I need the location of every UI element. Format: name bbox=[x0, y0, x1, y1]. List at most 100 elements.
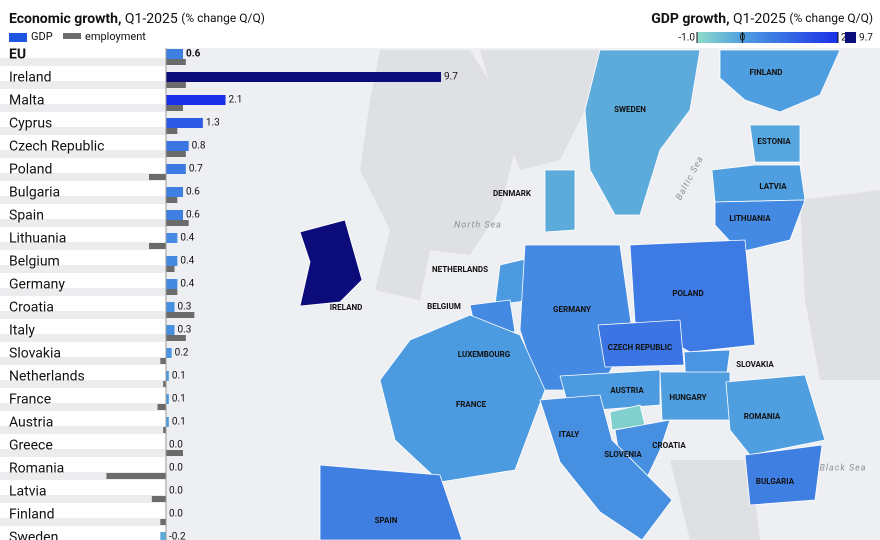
row-band bbox=[0, 518, 166, 526]
row-band bbox=[0, 81, 166, 89]
category-label: Greece bbox=[9, 438, 53, 454]
legend-label: GDP bbox=[31, 30, 53, 43]
row-band bbox=[0, 311, 166, 319]
row-band bbox=[0, 495, 166, 503]
employment-bar bbox=[166, 59, 186, 65]
employment-bar bbox=[160, 519, 166, 525]
country-label: SLOVENIA bbox=[604, 450, 642, 459]
category-label: Lithuania bbox=[9, 231, 66, 247]
row-band bbox=[0, 403, 166, 411]
employment-bar bbox=[148, 174, 166, 180]
employment-bar bbox=[166, 220, 189, 226]
employment-bar bbox=[166, 335, 186, 341]
country-label: FINLAND bbox=[750, 68, 783, 77]
category-label: Latvia bbox=[9, 484, 47, 500]
employment-bar bbox=[166, 128, 178, 134]
country-label: HUNGARY bbox=[669, 393, 706, 402]
category-label: Italy bbox=[9, 323, 35, 339]
row-band bbox=[0, 472, 166, 480]
value-label: 0.0 bbox=[169, 509, 183, 520]
row-band bbox=[0, 357, 166, 365]
value-label: 0.8 bbox=[192, 141, 206, 152]
employment-bar bbox=[166, 82, 186, 88]
country bbox=[319, 464, 463, 540]
row-band bbox=[0, 426, 166, 434]
value-label: 0.4 bbox=[180, 279, 194, 290]
gdp-bar bbox=[166, 49, 184, 59]
employment-bar bbox=[163, 381, 166, 387]
country bbox=[749, 124, 801, 163]
gdp-bar bbox=[166, 72, 441, 82]
country bbox=[725, 374, 826, 456]
country bbox=[714, 199, 806, 253]
row-band bbox=[0, 334, 166, 342]
category-label: EU bbox=[9, 47, 26, 63]
value-label: 0.0 bbox=[169, 486, 183, 497]
scale-label: -1.0 bbox=[678, 33, 695, 44]
category-label: Austria bbox=[9, 415, 53, 431]
employment-bar bbox=[157, 404, 166, 410]
row-band bbox=[0, 265, 166, 273]
unit: (% change Q/Q) bbox=[789, 11, 873, 25]
employment-bar bbox=[166, 312, 195, 318]
row-band bbox=[0, 288, 166, 296]
category-label: Croatia bbox=[9, 300, 54, 316]
row-band bbox=[0, 58, 166, 66]
value-label: 0.1 bbox=[172, 394, 186, 405]
gdp-bar bbox=[166, 164, 186, 174]
country bbox=[539, 394, 673, 540]
category-label: Poland bbox=[9, 162, 52, 178]
employment-bar bbox=[106, 473, 166, 479]
employment-bar bbox=[151, 496, 166, 502]
country-label: NETHERLANDS bbox=[432, 265, 488, 274]
value-label: 0.6 bbox=[186, 49, 201, 60]
color-bar bbox=[697, 32, 838, 43]
value-label: 0.6 bbox=[186, 187, 200, 198]
subtitle: Q1-2025 bbox=[125, 11, 178, 27]
row-band bbox=[0, 242, 166, 250]
value-label: -0.2 bbox=[169, 532, 186, 540]
land-norway bbox=[480, 50, 600, 170]
category-label: Finland bbox=[9, 507, 55, 523]
row-band bbox=[0, 449, 166, 457]
scale-label: 9.7 bbox=[859, 33, 873, 44]
value-label: 0.6 bbox=[186, 210, 200, 221]
employment-bar bbox=[166, 450, 184, 456]
category-label: Malta bbox=[9, 93, 44, 109]
employment-bar bbox=[148, 243, 166, 249]
country-label: BULGARIA bbox=[756, 477, 795, 486]
employment-bar bbox=[160, 358, 166, 364]
title: Economic growth, bbox=[9, 11, 121, 27]
gdp-bar bbox=[166, 118, 203, 128]
gdp-bar bbox=[166, 371, 169, 381]
gdp-bar bbox=[166, 417, 169, 427]
value-label: 0.1 bbox=[172, 371, 186, 382]
country-label: LATVIA bbox=[759, 182, 787, 191]
country-label: SWEDEN bbox=[614, 105, 646, 114]
unit: (% change Q/Q) bbox=[181, 11, 265, 25]
employment-bar bbox=[163, 427, 166, 433]
gdp-bar bbox=[166, 141, 189, 151]
country-label: BELGIUM bbox=[427, 302, 461, 311]
gdp-bar bbox=[166, 187, 184, 197]
legend-swatch bbox=[9, 33, 27, 42]
value-label: 0.0 bbox=[169, 463, 183, 474]
title: GDP growth, bbox=[651, 11, 729, 27]
employment-bar bbox=[166, 151, 186, 157]
category-label: Bulgaria bbox=[9, 185, 60, 201]
employment-bar bbox=[166, 266, 175, 272]
value-label: 0.7 bbox=[189, 164, 203, 175]
value-label: 1.3 bbox=[206, 118, 220, 129]
country bbox=[299, 219, 363, 307]
country-label: CZECH REPUBLIC bbox=[608, 343, 673, 352]
employment-bar bbox=[166, 197, 178, 203]
subtitle: Q1-2025 bbox=[733, 11, 786, 27]
row-band bbox=[0, 380, 166, 388]
category-label: Czech Republic bbox=[9, 139, 105, 155]
value-label: 0.3 bbox=[178, 302, 192, 313]
gdp-bar bbox=[166, 256, 178, 266]
country-label: ROMANIA bbox=[744, 412, 781, 421]
country-label: IRELAND bbox=[330, 303, 363, 312]
sea-label: Black Sea bbox=[819, 463, 866, 473]
country bbox=[597, 319, 685, 368]
